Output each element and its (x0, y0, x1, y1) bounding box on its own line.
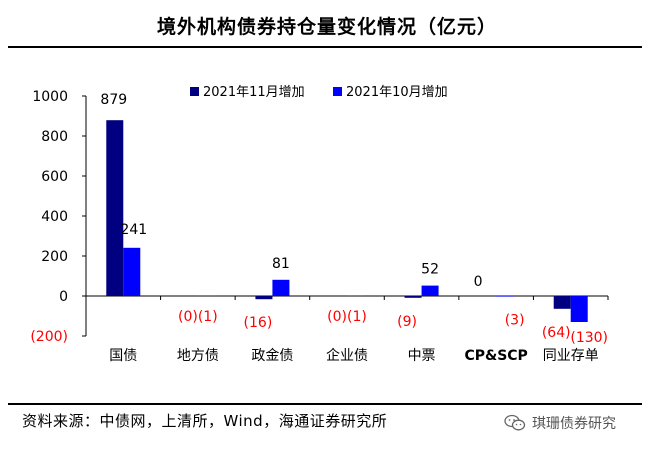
y-tick-label: 200 (41, 249, 68, 265)
data-label: (0)(1) (327, 309, 367, 325)
bar-oct (272, 279, 290, 296)
data-label: (16) (244, 315, 273, 331)
legend-label: 2021年11月增加 (203, 85, 305, 100)
wechat-icon (504, 414, 526, 431)
category-label: 同业存单 (543, 348, 599, 364)
watermark: 琪珊债券研究 (504, 413, 616, 433)
legend-swatch-nov (190, 87, 199, 96)
data-label: (3) (505, 313, 525, 329)
source-rule (8, 403, 642, 405)
title-rule (8, 46, 642, 48)
data-label: 52 (421, 262, 439, 278)
data-label: 879 (100, 92, 127, 108)
y-tick-label: 600 (41, 169, 68, 185)
source-note: 资料来源：中债网，上清所，Wind，海通证券研究所 (22, 412, 388, 430)
y-tick-label: 800 (41, 129, 68, 145)
bar-nov (106, 120, 124, 296)
category-label: 国债 (109, 348, 137, 364)
legend-label: 2021年10月增加 (346, 85, 448, 100)
bar-oct (496, 296, 514, 297)
bar-oct (570, 296, 588, 322)
data-label: 0 (474, 274, 483, 290)
bar-nov (404, 296, 422, 298)
bar-oct (421, 285, 439, 296)
data-label: (130) (570, 330, 608, 346)
y-tick-label: 1000 (32, 89, 68, 105)
y-tick-label: (200) (30, 329, 68, 345)
data-label: (64) (542, 325, 571, 341)
data-label: 81 (272, 256, 290, 272)
category-label: 中票 (408, 348, 436, 364)
bar-chart: 1000 800 600 400 200 0 (200) 国债 地方债 政金债 企业债 中票 CP&SC… (30, 85, 609, 364)
bar-nov (255, 296, 273, 300)
category-label: CP&SCP (464, 348, 527, 364)
category-label: 政金债 (251, 348, 293, 364)
y-tick-label: 400 (41, 209, 68, 225)
bar-nov (553, 296, 571, 309)
category-label: 地方债 (177, 348, 219, 364)
data-label: (0)(1) (178, 309, 218, 325)
data-label: (9) (397, 314, 417, 330)
y-tick-label: 0 (59, 289, 68, 305)
chart-title: 境外机构债券持仓量变化情况（亿元） (156, 16, 497, 38)
data-label: 241 (120, 222, 147, 238)
watermark-text: 琪珊债券研究 (532, 416, 616, 432)
category-label: 企业债 (326, 347, 368, 364)
legend-swatch-oct (333, 87, 342, 96)
bar-oct (123, 247, 141, 296)
